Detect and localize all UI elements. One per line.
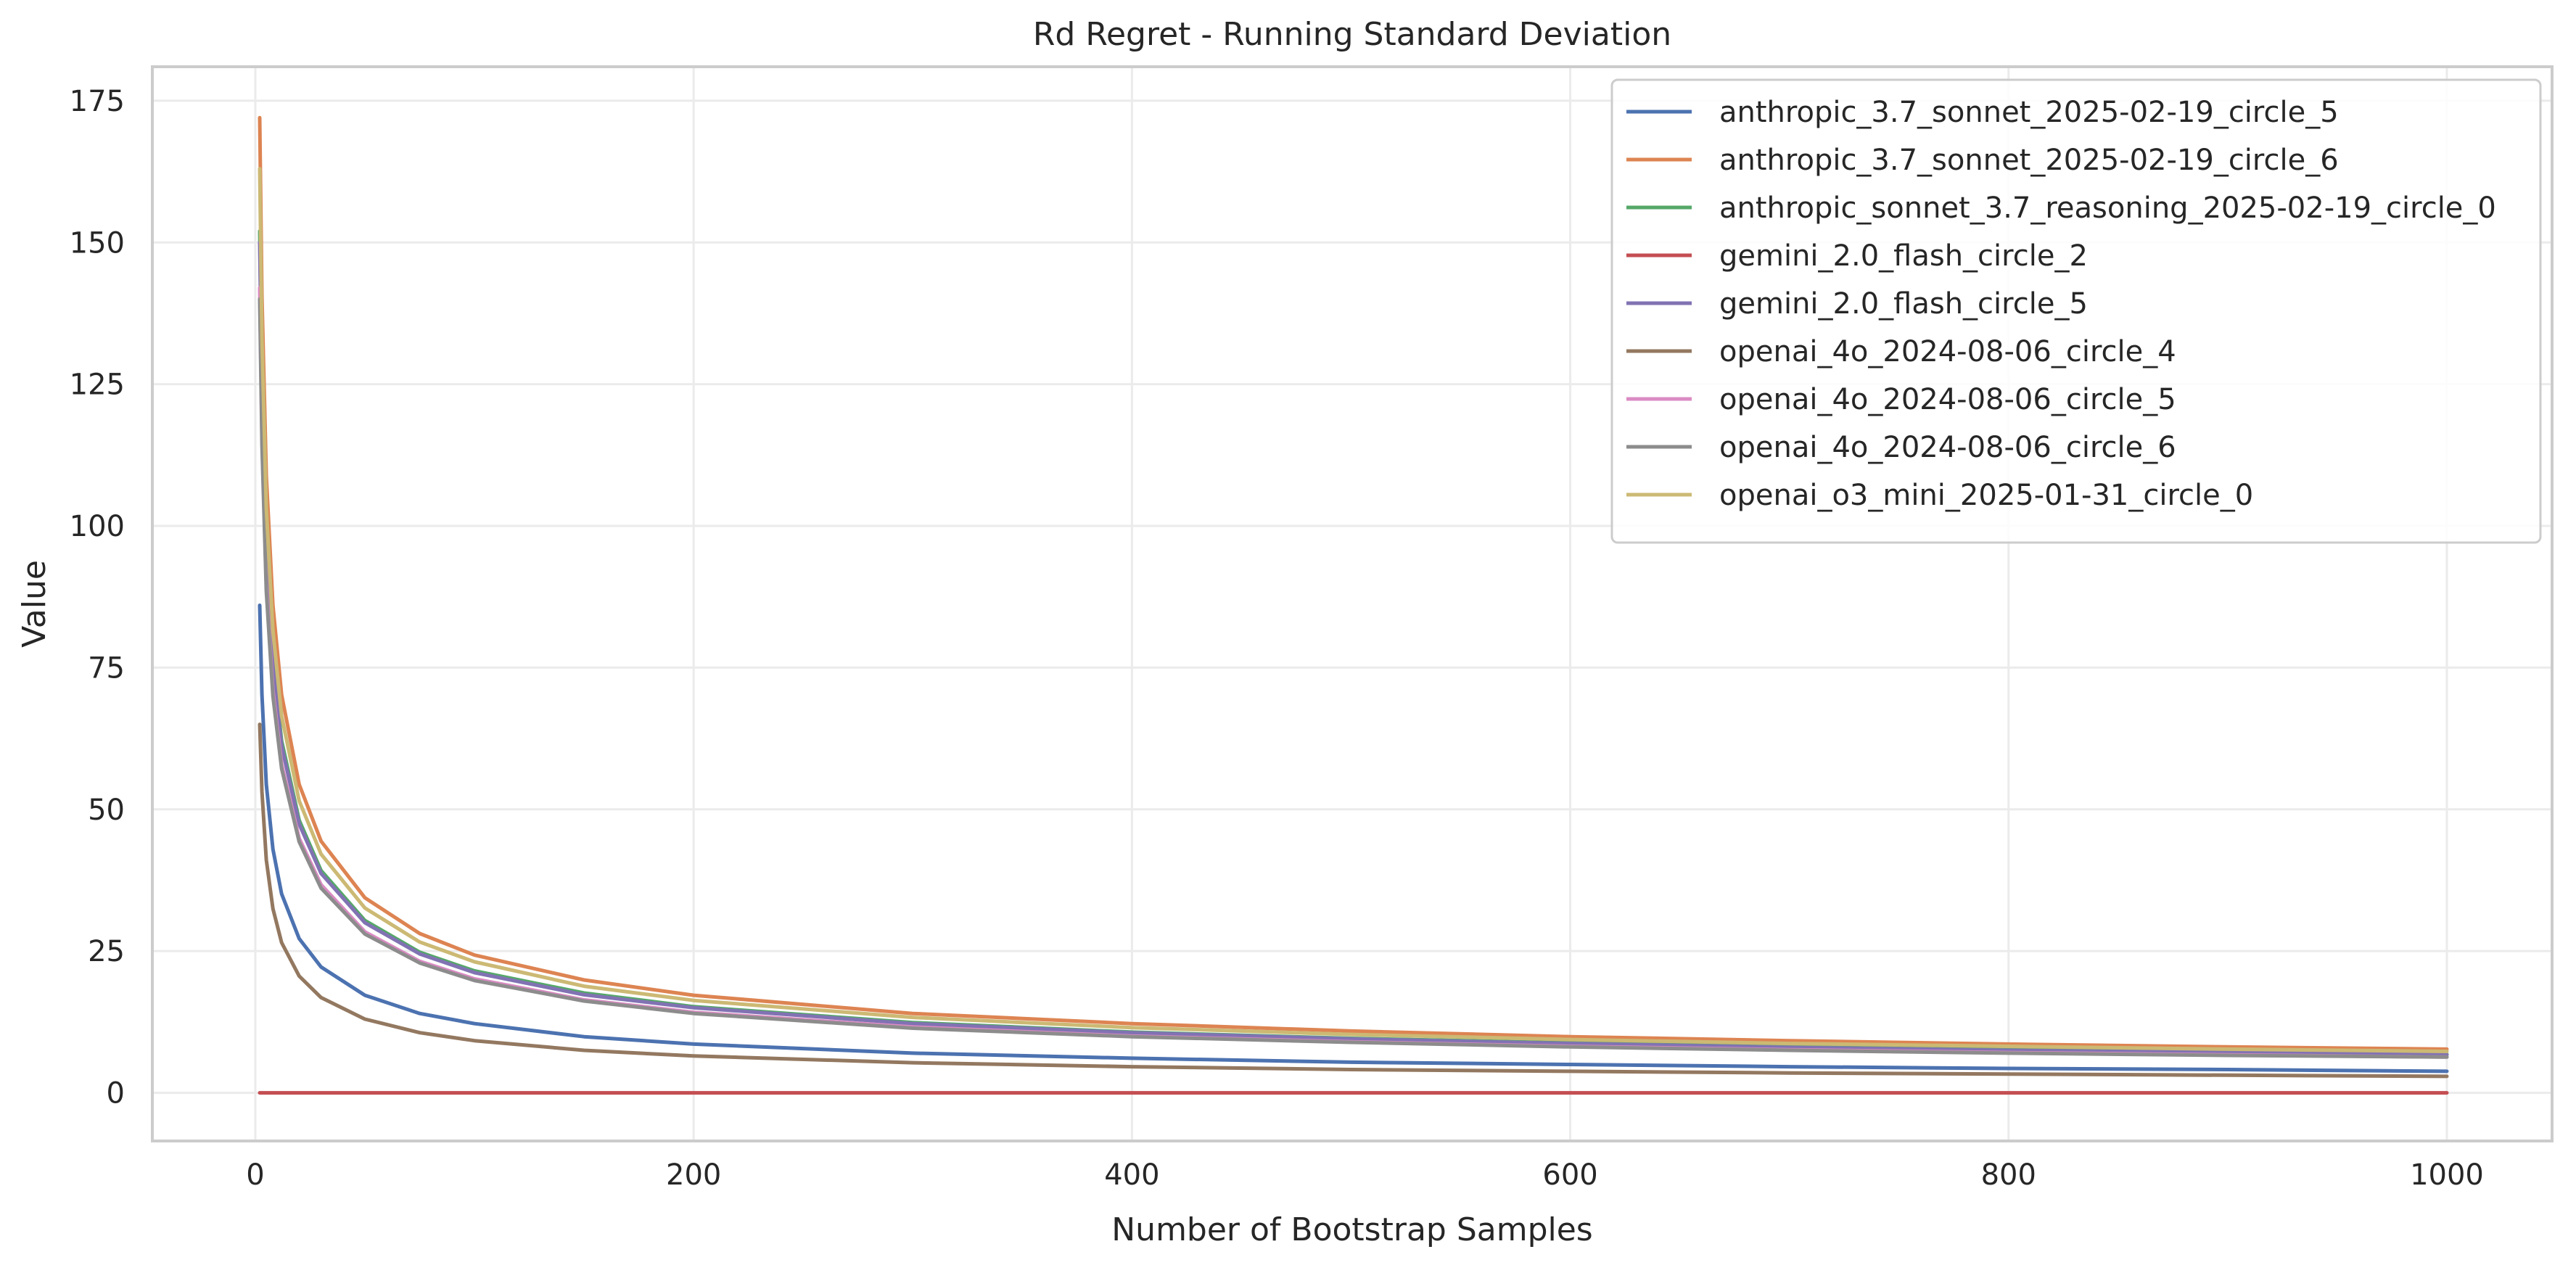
y-tick-label: 75	[88, 651, 125, 685]
legend-box	[1610, 78, 2542, 544]
y-tick-label: 50	[88, 794, 125, 827]
x-tick-label: 200	[666, 1158, 721, 1192]
x-tick-label: 600	[1542, 1158, 1597, 1192]
legend-label: anthropic_sonnet_3.7_reasoning_2025-02-1…	[1719, 191, 2496, 225]
legend-label: openai_4o_2024-08-06_circle_4	[1719, 335, 2176, 368]
series-layer	[258, 115, 2449, 1095]
y-tick-label: 100	[70, 510, 125, 543]
x-tick-label: 800	[1981, 1158, 2036, 1192]
y-tick-label: 25	[88, 935, 125, 968]
legend-label: openai_o3_mini_2025-01-31_circle_0	[1719, 479, 2253, 512]
plot-frame	[151, 65, 2554, 1142]
legend-label: anthropic_3.7_sonnet_2025-02-19_circle_5	[1719, 96, 2339, 129]
legend-label: gemini_2.0_flash_circle_5	[1719, 287, 2088, 321]
legend-label: anthropic_3.7_sonnet_2025-02-19_circle_6	[1719, 144, 2339, 177]
legend: anthropic_3.7_sonnet_2025-02-19_circle_5…	[1610, 78, 2542, 544]
series-line	[258, 240, 2449, 1057]
series-line	[258, 115, 2449, 1051]
y-tick-label: 175	[70, 85, 125, 118]
y-tick-label: 0	[107, 1077, 125, 1111]
y-tick-label: 150	[70, 226, 125, 260]
chart-title: Rd Regret - Running Standard Deviation	[1033, 16, 1671, 53]
legend-label: openai_4o_2024-08-06_circle_5	[1719, 383, 2176, 416]
legend-label: openai_4o_2024-08-06_circle_6	[1719, 431, 2176, 464]
tick-layer: 0 200 400 600 800 1000 0 25 50 75 100 125 150 175	[70, 85, 2484, 1192]
series-line	[258, 603, 2449, 1074]
x-tick-label: 0	[246, 1158, 264, 1192]
y-axis-label: Value	[16, 560, 53, 648]
y-tick-label: 125	[70, 368, 125, 402]
series-line	[258, 297, 2449, 1059]
x-tick-label: 1000	[2410, 1158, 2484, 1192]
x-axis-label: Number of Bootstrap Samples	[1111, 1211, 1592, 1248]
series-line	[258, 167, 2449, 1053]
x-tick-label: 400	[1104, 1158, 1159, 1192]
series-line	[258, 722, 2449, 1079]
legend-label: gemini_2.0_flash_circle_2	[1719, 239, 2088, 273]
